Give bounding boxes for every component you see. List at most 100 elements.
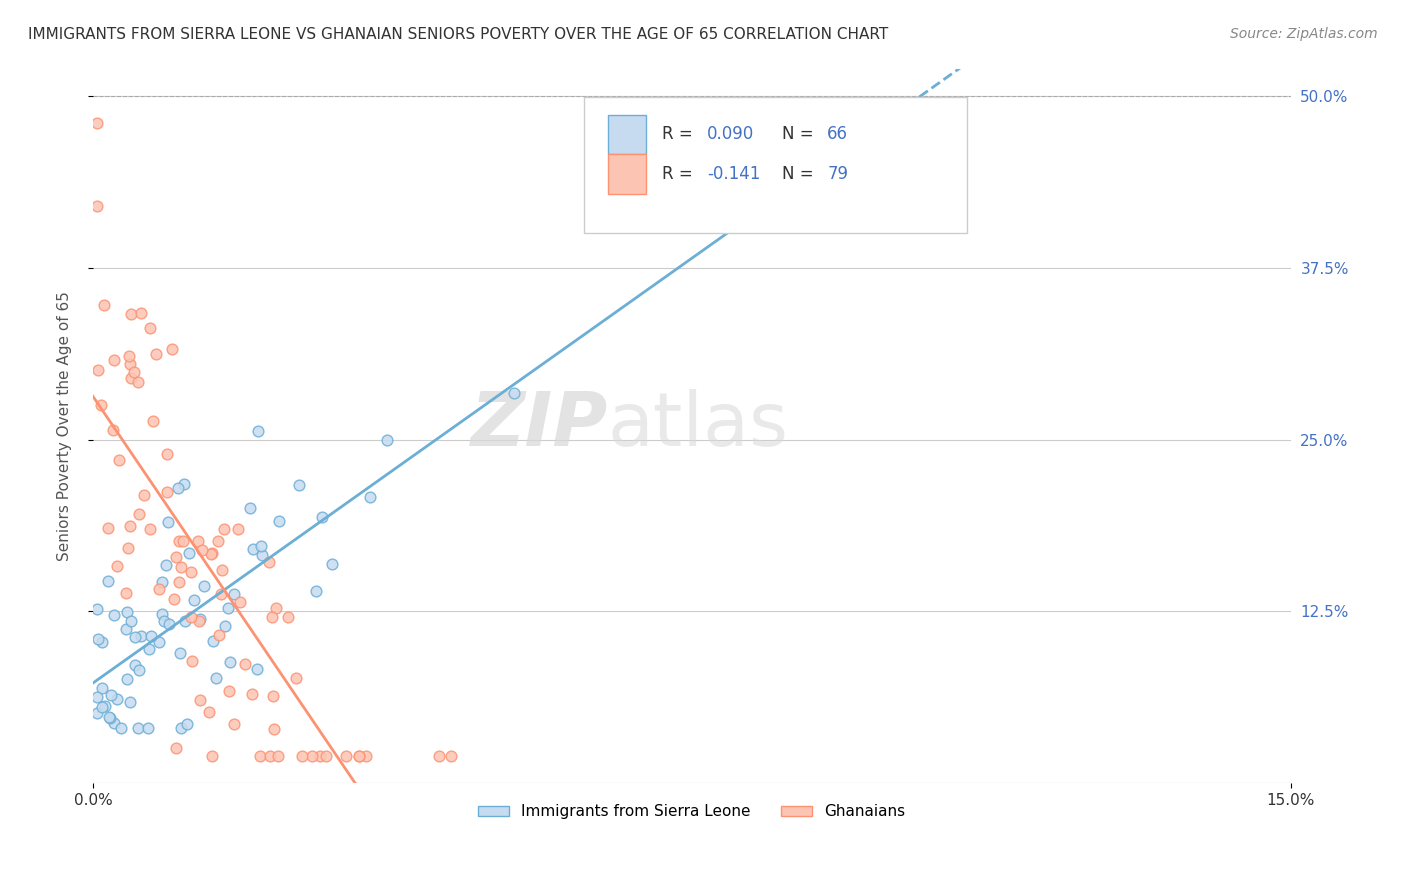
Point [132,488,155,502]
Point [269,514,291,528]
Point [180,610,202,624]
Point [167,481,190,495]
Point [127,721,149,735]
Point [375,433,398,447]
Point [180,654,202,668]
Point [217,600,239,615]
Point [354,748,377,763]
Point [120,307,142,321]
Point [222,717,245,731]
Text: Source: ZipAtlas.com: Source: ZipAtlas.com [1230,27,1378,41]
Point [110,721,132,735]
Point [291,748,314,763]
Point [100,688,122,702]
Point [172,534,194,549]
Point [191,542,214,557]
Text: R =: R = [662,165,697,183]
FancyBboxPatch shape [607,115,647,154]
Text: 66: 66 [827,125,848,144]
Point [86,199,108,213]
Text: 79: 79 [827,165,848,183]
Point [169,560,191,574]
Point [120,519,142,533]
Point [198,706,221,720]
Point [218,684,240,698]
Point [180,566,202,580]
Point [93,698,115,713]
Point [347,748,370,763]
Point [136,721,159,735]
Point [246,424,269,438]
Point [90,398,112,412]
Point [103,353,125,368]
Point [97,521,120,535]
Point [139,522,162,536]
Point [176,717,198,731]
Point [284,671,307,685]
Legend: Immigrants from Sierra Leone, Ghanaians: Immigrants from Sierra Leone, Ghanaians [472,798,911,825]
Point [103,423,125,437]
Point [117,605,139,619]
Point [250,548,273,562]
Point [160,342,183,356]
Point [211,563,233,577]
Point [193,579,215,593]
Point [502,385,524,400]
Point [156,485,179,500]
Text: R =: R = [662,125,697,144]
Point [169,647,191,661]
Point [124,657,146,672]
Point [228,522,250,536]
Text: IMMIGRANTS FROM SIERRA LEONE VS GHANAIAN SENIORS POVERTY OVER THE AGE OF 65 CORR: IMMIGRANTS FROM SIERRA LEONE VS GHANAIAN… [28,27,889,42]
Point [115,622,138,636]
Text: atlas: atlas [607,389,789,462]
Point [163,591,186,606]
Point [242,541,264,556]
Point [148,635,170,649]
Point [127,375,149,389]
Point [155,558,177,572]
Point [91,699,114,714]
Point [105,559,128,574]
Point [156,515,179,529]
Point [200,547,222,561]
Point [90,681,112,695]
Point [262,689,284,703]
Point [86,706,108,720]
Point [103,715,125,730]
Point [301,748,323,763]
Point [167,575,190,590]
Point [103,607,125,622]
Point [233,657,256,671]
Point [239,501,262,516]
Point [174,614,197,628]
Point [142,414,165,428]
Point [97,574,120,588]
Point [208,628,231,642]
Point [311,510,333,524]
Point [224,586,246,600]
Point [246,661,269,675]
Point [157,616,180,631]
Point [321,557,343,571]
Point [141,629,163,643]
Point [145,347,167,361]
Point [98,711,121,725]
Point [277,610,299,624]
Point [305,584,328,599]
Point [117,541,139,555]
Point [179,546,201,560]
Point [150,607,173,621]
Point [359,491,381,505]
Point [347,748,370,763]
Point [169,533,191,548]
Point [201,748,224,763]
Point [249,539,271,553]
Point [129,306,152,320]
Point [335,748,357,763]
Point [249,748,271,763]
Point [170,721,193,735]
Point [138,642,160,657]
Point [267,748,290,763]
Point [118,357,141,371]
